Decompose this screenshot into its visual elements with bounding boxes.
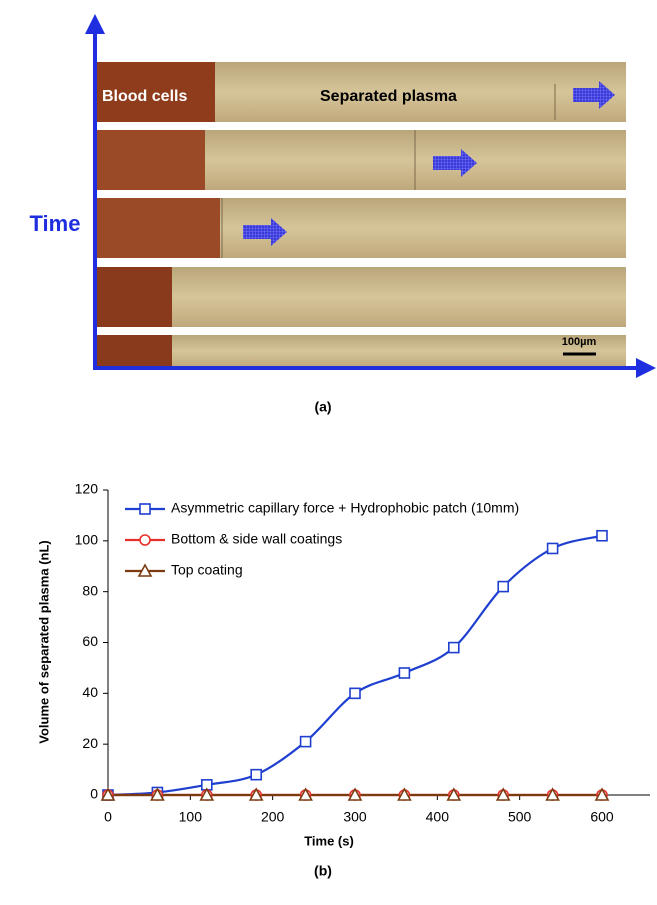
data-point bbox=[150, 787, 165, 801]
data-point bbox=[546, 542, 559, 555]
x-tick-label: 100 bbox=[179, 809, 203, 825]
x-tick-label: 0 bbox=[104, 809, 112, 825]
blood-region bbox=[97, 130, 205, 190]
data-point bbox=[397, 787, 412, 801]
x-tick-label: 400 bbox=[426, 809, 450, 825]
y-axis-title: Volume of separated plasma (nL) bbox=[36, 540, 51, 743]
y-tick-label: 120 bbox=[75, 481, 99, 497]
legend-marker bbox=[139, 534, 151, 546]
data-point bbox=[100, 787, 116, 801]
data-point bbox=[199, 787, 215, 801]
blood-region bbox=[97, 335, 172, 367]
legend-label: Top coating bbox=[171, 562, 243, 578]
y-tick-label: 20 bbox=[82, 735, 98, 751]
y-tick-label: 80 bbox=[82, 582, 98, 598]
plasma-label: Separated plasma bbox=[320, 88, 457, 105]
data-point bbox=[349, 687, 361, 700]
blood-region bbox=[97, 198, 220, 258]
time-label: Time bbox=[30, 211, 81, 236]
data-point bbox=[447, 641, 460, 654]
panel-label: (a) bbox=[314, 399, 331, 415]
legend-marker bbox=[137, 563, 153, 577]
x-tick-label: 200 bbox=[261, 809, 285, 825]
data-point bbox=[347, 787, 363, 801]
x-tick-label: 500 bbox=[508, 809, 532, 825]
scale-label: 100µm bbox=[562, 336, 597, 348]
data-point bbox=[248, 787, 264, 801]
legend-label: Asymmetric capillary force + Hydrophobic… bbox=[171, 500, 519, 516]
y-tick-label: 0 bbox=[90, 786, 98, 802]
strip bbox=[97, 267, 626, 327]
data-point bbox=[594, 787, 610, 801]
y-tick-label: 60 bbox=[82, 633, 98, 649]
blood-region bbox=[97, 267, 172, 327]
legend-marker bbox=[139, 503, 151, 515]
data-point bbox=[545, 787, 560, 801]
panel-label: (b) bbox=[314, 863, 332, 879]
data-point bbox=[495, 787, 511, 801]
data-point bbox=[299, 735, 312, 748]
x-tick-label: 600 bbox=[590, 809, 614, 825]
x-tick-label: 300 bbox=[343, 809, 367, 825]
arrow-icon bbox=[433, 149, 477, 177]
data-point bbox=[596, 529, 608, 542]
y-tick-label: 100 bbox=[75, 532, 99, 548]
micrograph-panel: Blood cells Separated plasma 100µm Time … bbox=[30, 14, 656, 415]
data-point bbox=[446, 787, 462, 801]
data-point bbox=[298, 787, 313, 801]
blood-label: Blood cells bbox=[102, 88, 187, 105]
data-point bbox=[497, 580, 510, 593]
y-tick-label: 40 bbox=[82, 684, 98, 700]
legend-label: Bottom & side wall coatings bbox=[171, 531, 342, 547]
x-axis-title: Time (s) bbox=[304, 833, 354, 848]
arrow-icon bbox=[243, 218, 287, 246]
data-point bbox=[250, 768, 262, 781]
data-point bbox=[398, 667, 411, 679]
arrow-icon bbox=[573, 81, 615, 109]
strip bbox=[97, 335, 626, 367]
blood-region bbox=[97, 62, 215, 122]
